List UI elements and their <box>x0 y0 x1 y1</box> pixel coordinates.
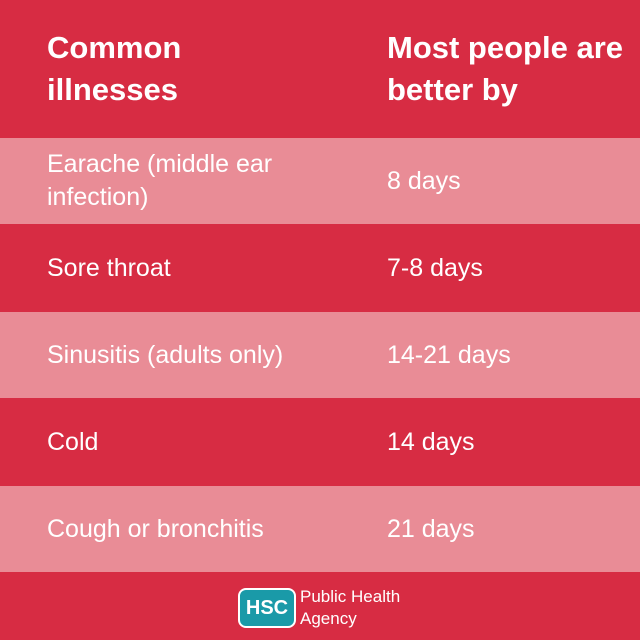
footer: HSC Public Health Agency <box>0 572 640 640</box>
organization: Public Health Agency <box>300 586 400 630</box>
organization-line: Public Health <box>300 587 401 606</box>
organization-line: Agency <box>300 609 357 628</box>
illness-cell: Earache (middle ear infection) <box>47 150 273 211</box>
illness-cell: Cough or bronchitis <box>47 514 264 543</box>
table-row: Earache (middle ear infection) 8 days <box>0 138 640 224</box>
logo: HSC <box>238 588 296 628</box>
table-row: Sore throat 7-8 days <box>0 224 640 312</box>
duration-cell: 8 days <box>387 166 461 195</box>
illness-cell: Sore throat <box>47 253 171 282</box>
table-header: Common illnesses Most people are better … <box>0 0 640 138</box>
column-header: Most people are better by <box>387 30 623 107</box>
illness-cell: Cold <box>47 427 99 456</box>
column-header: Common illnesses <box>47 30 182 107</box>
duration-cell: 14-21 days <box>387 340 511 369</box>
duration-cell: 7-8 days <box>387 253 483 282</box>
table-row: Cold 14 days <box>0 398 640 486</box>
illness-cell: Sinusitis (adults only) <box>47 340 284 369</box>
table-row: Cough or bronchitis 21 days <box>0 486 640 572</box>
duration-cell: 14 days <box>387 427 475 456</box>
duration-cell: 21 days <box>387 514 475 543</box>
table-row: Sinusitis (adults only) 14-21 days <box>0 312 640 398</box>
